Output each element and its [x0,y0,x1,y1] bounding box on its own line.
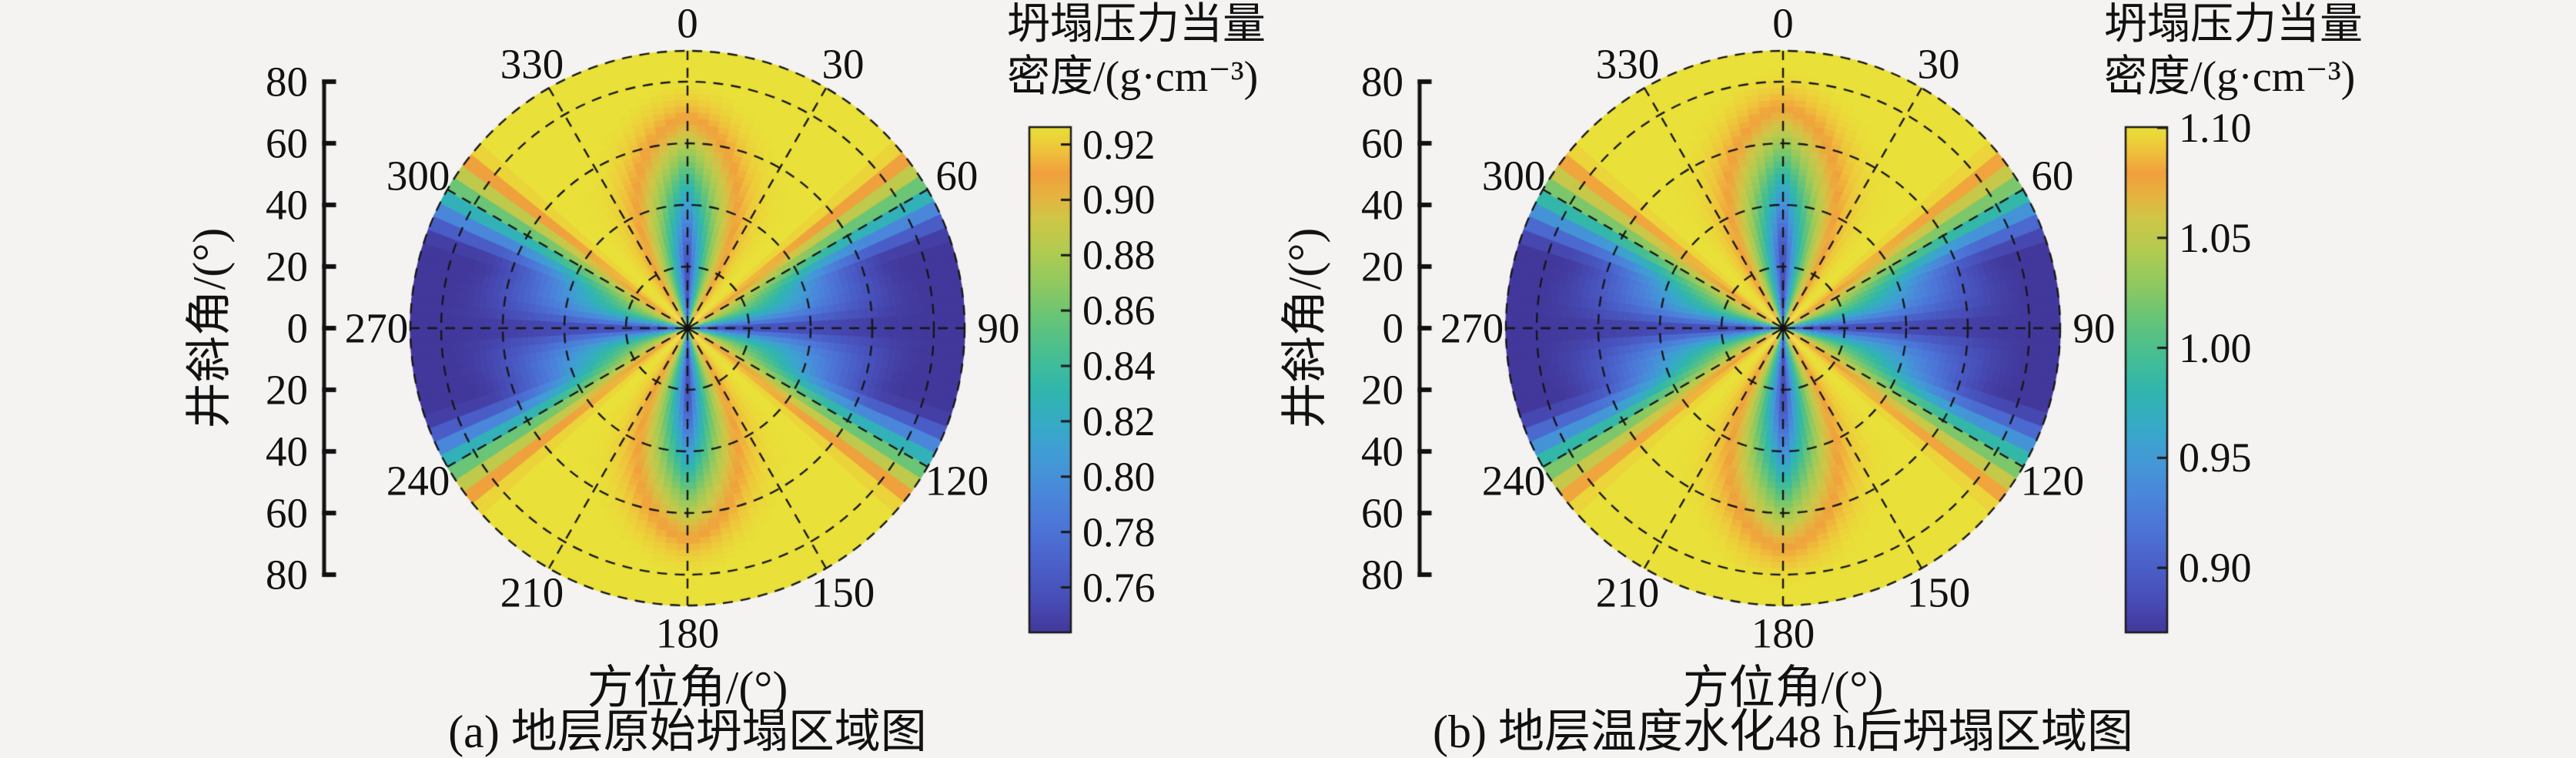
inclination-tick-label: 60 [1361,119,1403,167]
inclination-tick-label: 40 [1361,181,1403,229]
azimuth-tick-label: 240 [386,457,450,505]
inclination-tick-label: 20 [1361,243,1403,290]
colorbar-tick-label: 0.80 [1082,453,1156,500]
colorbar-title-line2: 密度/(g·cm⁻³) [2104,53,2356,101]
colorbar-tick-label: 0.90 [1082,176,1156,223]
azimuth-tick-label: 150 [1906,568,1971,616]
inclination-tick-label: 40 [266,181,308,229]
colorbar-tick-label: 0.76 [1082,564,1156,611]
azimuth-tick-label: 270 [344,304,409,352]
inclination-tick-label: 80 [1361,551,1403,599]
y-axis-label: 井斜角/(°) [184,227,235,429]
colorbar-title-line1: 坍塌压力当量 [1007,1,1266,49]
colorbar-tick-label: 0.92 [1082,121,1156,168]
azimuth-tick-label: 180 [655,609,720,657]
azimuth-tick-label: 0 [1772,0,1794,47]
azimuth-tick-label: 60 [935,152,979,200]
inclination-tick-label: 60 [1361,489,1403,537]
inclination-tick-label: 0 [286,304,309,352]
azimuth-tick-label: 300 [386,152,450,200]
colorbar-tick-label: 1.10 [2179,105,2252,151]
colorbar-title-line2: 密度/(g·cm⁻³) [1007,53,1259,101]
inclination-tick-label: 20 [266,243,308,290]
colorbar-tick-label: 0.90 [2179,545,2252,592]
inclination-tick-label: 80 [266,58,308,106]
azimuth-tick-label: 30 [1917,40,1960,88]
panel-caption: (a) 地层原始坍塌区域图 [448,706,927,757]
azimuth-tick-label: 60 [2031,152,2074,200]
azimuth-tick-label: 180 [1751,609,1815,657]
colorbar-title-line1: 坍塌压力当量 [2104,1,2363,49]
inclination-tick-label: 20 [1361,366,1403,414]
azimuth-tick-label: 30 [821,40,865,88]
azimuth-tick-label: 330 [1595,40,1660,88]
azimuth-tick-label: 270 [1440,304,1504,352]
azimuth-tick-label: 210 [1595,568,1660,616]
inclination-tick-label: 40 [1361,428,1403,475]
colorbar-tick-label: 0.88 [1082,232,1156,279]
inclination-tick-label: 60 [266,119,308,167]
azimuth-tick-label: 0 [677,0,698,47]
inclination-tick-label: 80 [1361,58,1403,106]
azimuth-tick-label: 90 [977,304,1020,352]
azimuth-tick-label: 90 [2073,304,2116,352]
azimuth-tick-label: 150 [811,568,875,616]
azimuth-tick-label: 210 [500,568,564,616]
colorbar-tick-label: 0.82 [1082,397,1156,444]
azimuth-tick-label: 300 [1481,152,1546,200]
colorbar-tick-label: 1.05 [2179,214,2252,261]
azimuth-tick-label: 330 [500,40,564,88]
colorbar-tick-label: 0.86 [1082,287,1156,334]
inclination-tick-label: 80 [266,551,308,599]
colorbar-tick-label: 1.00 [2179,324,2252,371]
inclination-tick-label: 40 [266,428,308,475]
x-axis-label: 方位角/(°) [587,662,788,713]
colorbar-tick-label: 0.84 [1082,343,1156,390]
y-axis-label: 井斜角/(°) [1280,227,1330,429]
inclination-tick-label: 0 [1382,304,1404,352]
inclination-tick-label: 60 [266,489,308,537]
azimuth-tick-label: 120 [925,457,989,505]
azimuth-tick-label: 120 [2020,457,2085,505]
colorbar-tick-label: 0.78 [1082,508,1156,555]
azimuth-tick-label: 240 [1481,457,1546,505]
inclination-tick-label: 20 [266,366,308,414]
panel-caption: (b) 地层温度水化48 h后坍塌区域图 [1433,706,2133,757]
colorbar-tick-label: 0.95 [2179,434,2252,481]
x-axis-label: 方位角/(°) [1682,662,1884,713]
